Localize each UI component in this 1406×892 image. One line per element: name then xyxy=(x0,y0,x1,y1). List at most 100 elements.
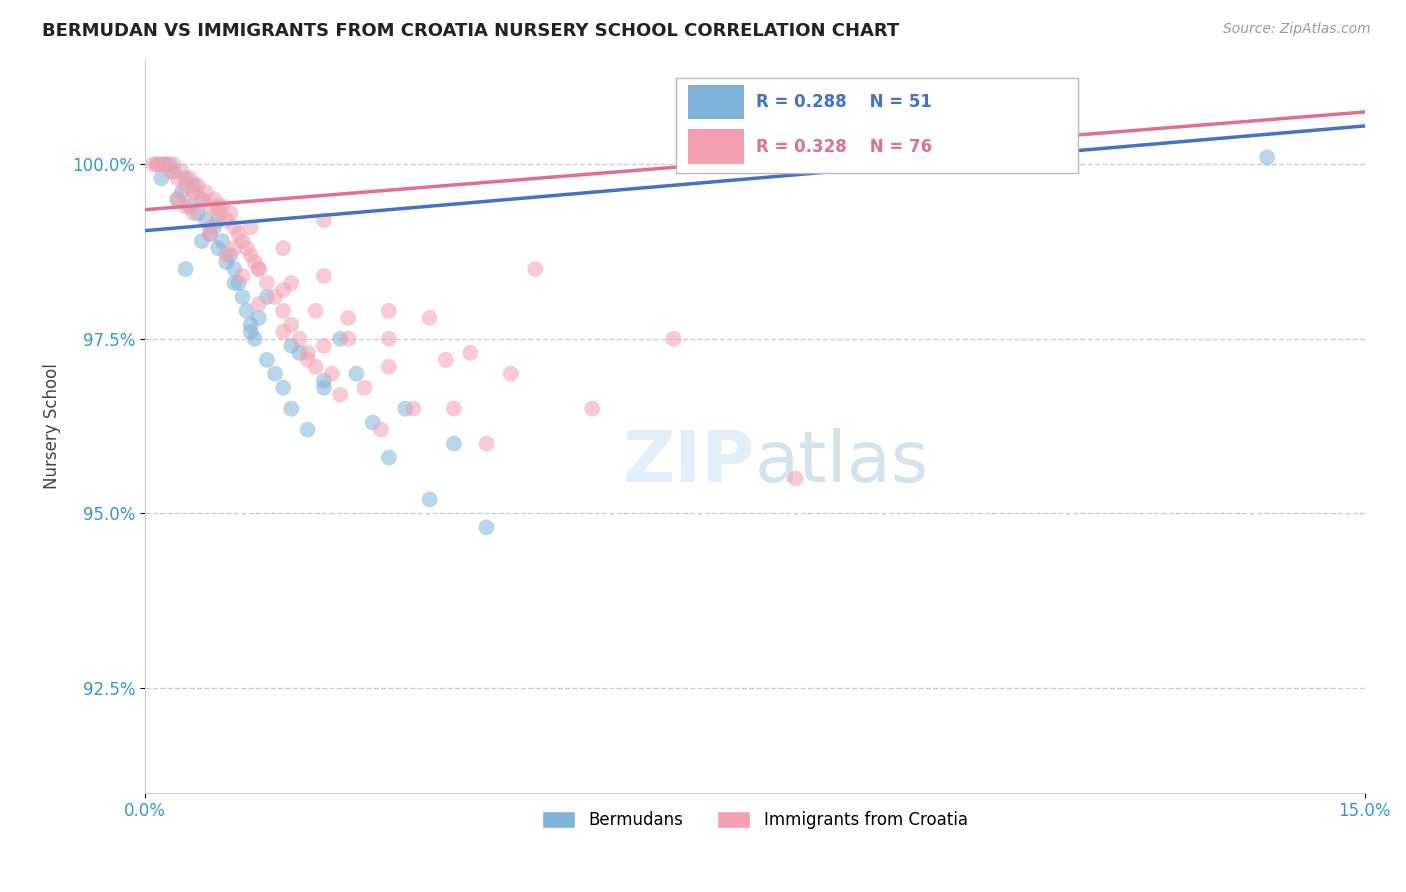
Point xyxy=(475,520,498,534)
Point xyxy=(174,199,197,213)
Point xyxy=(239,318,262,332)
Point xyxy=(198,227,221,241)
Point xyxy=(224,262,246,277)
Point xyxy=(191,192,214,206)
Point xyxy=(378,332,401,346)
Point xyxy=(207,241,229,255)
Point xyxy=(207,206,229,220)
Point xyxy=(170,186,193,200)
Point xyxy=(1256,150,1278,164)
Point xyxy=(232,290,254,304)
Point xyxy=(247,262,270,277)
Point xyxy=(312,381,335,395)
Point xyxy=(228,227,250,241)
Point xyxy=(207,213,229,227)
Point xyxy=(155,157,177,171)
Point xyxy=(155,157,177,171)
Point xyxy=(312,339,335,353)
Point xyxy=(443,436,465,450)
Point xyxy=(271,381,294,395)
Point xyxy=(337,332,360,346)
Point xyxy=(312,374,335,388)
Point xyxy=(271,241,294,255)
Point xyxy=(280,276,302,290)
Point xyxy=(174,171,197,186)
Point xyxy=(198,227,221,241)
Point xyxy=(235,241,257,255)
Point xyxy=(142,157,165,171)
Point xyxy=(458,346,481,360)
Point xyxy=(228,276,250,290)
Point xyxy=(443,401,465,416)
Point xyxy=(194,213,217,227)
Point xyxy=(256,352,278,367)
Point xyxy=(219,248,242,262)
Point xyxy=(581,401,603,416)
Point xyxy=(271,283,294,297)
Point xyxy=(215,213,238,227)
Point xyxy=(219,206,242,220)
Point xyxy=(187,206,209,220)
Point xyxy=(378,450,401,465)
Point xyxy=(157,164,180,178)
Point xyxy=(394,401,416,416)
Point xyxy=(344,367,367,381)
Point xyxy=(419,310,441,325)
Point xyxy=(243,332,266,346)
Point xyxy=(247,297,270,311)
Point xyxy=(215,248,238,262)
Point xyxy=(499,367,522,381)
Point xyxy=(211,234,233,248)
Point xyxy=(150,157,173,171)
Point xyxy=(378,359,401,374)
Point xyxy=(475,436,498,450)
Point xyxy=(179,199,201,213)
Point xyxy=(183,178,205,193)
Point xyxy=(264,290,287,304)
Point xyxy=(239,248,262,262)
Point xyxy=(280,401,302,416)
Point xyxy=(239,325,262,339)
Point xyxy=(256,276,278,290)
Point xyxy=(191,234,214,248)
Point xyxy=(321,367,343,381)
Point xyxy=(353,381,375,395)
Point xyxy=(202,220,225,235)
Point xyxy=(434,352,457,367)
Point xyxy=(271,304,294,318)
Point xyxy=(361,416,384,430)
Point xyxy=(166,171,188,186)
Point xyxy=(162,164,184,178)
Point xyxy=(146,157,169,171)
Text: Source: ZipAtlas.com: Source: ZipAtlas.com xyxy=(1223,22,1371,37)
Point xyxy=(288,332,311,346)
Point xyxy=(183,186,205,200)
Point xyxy=(207,199,229,213)
Point xyxy=(235,304,257,318)
Point xyxy=(174,178,197,193)
Point xyxy=(378,304,401,318)
Point xyxy=(402,401,425,416)
Point xyxy=(312,213,335,227)
Point xyxy=(183,206,205,220)
Point xyxy=(150,171,173,186)
Point xyxy=(170,164,193,178)
Point xyxy=(162,157,184,171)
Point xyxy=(524,262,547,277)
Point xyxy=(187,178,209,193)
Point xyxy=(239,220,262,235)
Point xyxy=(297,423,319,437)
Point xyxy=(224,276,246,290)
Point xyxy=(146,157,169,171)
Point xyxy=(271,325,294,339)
Point xyxy=(337,310,360,325)
Point xyxy=(305,304,328,318)
Point xyxy=(232,234,254,248)
Point xyxy=(280,339,302,353)
Point xyxy=(243,255,266,269)
Point xyxy=(166,192,188,206)
Point xyxy=(662,332,685,346)
Text: BERMUDAN VS IMMIGRANTS FROM CROATIA NURSERY SCHOOL CORRELATION CHART: BERMUDAN VS IMMIGRANTS FROM CROATIA NURS… xyxy=(42,22,900,40)
Point xyxy=(183,186,205,200)
Point xyxy=(280,318,302,332)
